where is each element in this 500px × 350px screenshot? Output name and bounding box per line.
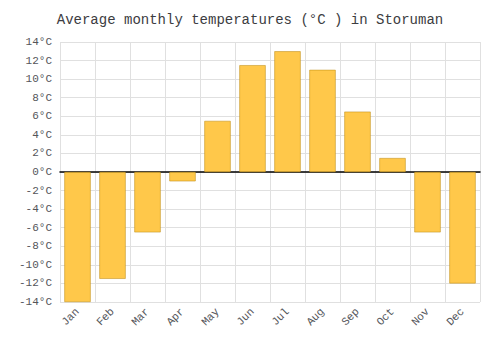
svg-text:0°C: 0°C <box>32 166 52 178</box>
svg-text:-14°C: -14°C <box>19 296 52 308</box>
svg-text:Feb: Feb <box>94 306 116 328</box>
svg-text:14°C: 14°C <box>26 36 53 48</box>
svg-text:Dec: Dec <box>444 306 466 328</box>
svg-text:-6°C: -6°C <box>26 222 53 234</box>
svg-text:-8°C: -8°C <box>26 240 53 252</box>
svg-text:Apr: Apr <box>164 306 186 328</box>
svg-text:12°C: 12°C <box>26 55 53 67</box>
svg-text:-10°C: -10°C <box>19 259 52 271</box>
svg-text:Mar: Mar <box>129 306 151 328</box>
svg-text:-12°C: -12°C <box>19 277 52 289</box>
svg-text:Oct: Oct <box>374 306 396 328</box>
svg-text:10°C: 10°C <box>26 73 53 85</box>
svg-text:2°C: 2°C <box>32 147 52 159</box>
svg-text:Jun: Jun <box>234 306 256 328</box>
svg-text:Sep: Sep <box>339 306 361 328</box>
svg-text:Nov: Nov <box>409 305 432 328</box>
svg-text:4°C: 4°C <box>32 129 52 141</box>
svg-text:Jul: Jul <box>269 306 291 328</box>
svg-text:May: May <box>199 305 222 328</box>
svg-text:Jan: Jan <box>59 306 81 328</box>
svg-text:Aug: Aug <box>304 306 326 328</box>
svg-text:-4°C: -4°C <box>26 203 53 215</box>
svg-text:-2°C: -2°C <box>26 185 53 197</box>
svg-text:Average monthly temperatures (: Average monthly temperatures (°C ) in St… <box>57 12 443 28</box>
svg-text:6°C: 6°C <box>32 110 52 122</box>
svg-text:8°C: 8°C <box>32 92 52 104</box>
